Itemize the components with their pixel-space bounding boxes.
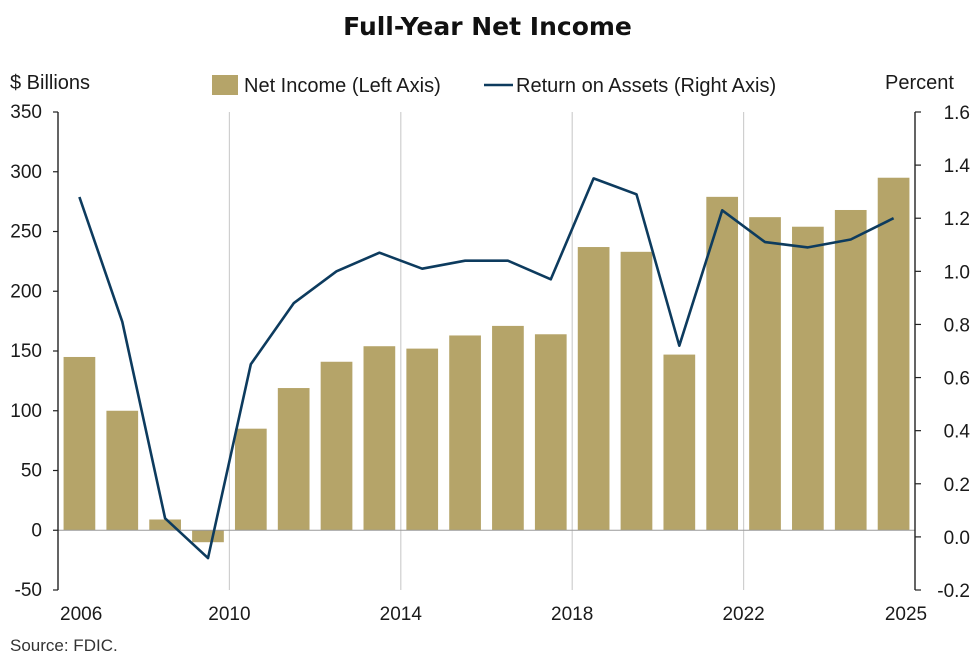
x-tick-label: 2006 <box>60 604 102 625</box>
x-tick-label: 2018 <box>551 604 593 625</box>
right-tick-label: 1.6 <box>944 103 970 124</box>
left-tick-label: 0 <box>31 520 42 541</box>
legend-label-roa: Return on Assets (Right Axis) <box>516 75 776 97</box>
net-income-bar <box>63 356 96 531</box>
net-income-bar <box>834 209 867 531</box>
right-tick-label: 1.0 <box>944 262 970 283</box>
net-income-bar <box>706 196 739 531</box>
net-income-bar <box>877 177 910 531</box>
net-income-bar <box>149 519 181 531</box>
left-tick-label: 250 <box>10 222 42 243</box>
source-note: Source: FDIC. <box>10 636 118 655</box>
left-tick-label: 200 <box>10 281 42 302</box>
net-income-bar <box>749 217 781 531</box>
left-tick-label: 50 <box>21 461 42 482</box>
right-tick-label: 0.4 <box>944 422 971 443</box>
net-income-bar <box>492 325 524 531</box>
right-tick-label: 1.2 <box>944 209 970 230</box>
roa-line <box>78 177 895 560</box>
right-tick-label: 0.0 <box>944 528 970 549</box>
chart-title: Full-Year Net Income <box>343 12 632 41</box>
x-tick-label: 2022 <box>722 604 764 625</box>
net-income-bar <box>320 361 353 531</box>
net-income-bar <box>192 530 224 543</box>
right-tick-label: 0.2 <box>944 475 970 496</box>
x-tick-label: 2025 <box>885 604 927 625</box>
right-tick-label: -0.2 <box>937 581 970 602</box>
legend-label-net-income: Net Income (Left Axis) <box>244 75 441 97</box>
x-tick-label: 2010 <box>208 604 250 625</box>
right-axis-unit-label: Percent <box>885 72 954 94</box>
left-axis-unit-label: $ Billions <box>10 72 91 94</box>
right-tick-label: 1.4 <box>944 156 971 177</box>
net-income-bar <box>234 428 267 531</box>
right-tick-label: 0.8 <box>944 315 970 336</box>
left-tick-label: -50 <box>15 580 42 601</box>
net-income-bar <box>363 346 396 531</box>
net-income-bar <box>106 410 139 531</box>
net-income-bar <box>534 334 567 531</box>
net-income-bar <box>792 226 824 531</box>
net-income-bar <box>277 388 310 531</box>
left-tick-label: 150 <box>10 341 42 362</box>
legend-swatch-net-income <box>212 75 238 95</box>
x-tick-label: 2014 <box>380 604 423 625</box>
net-income-bar <box>406 348 439 531</box>
left-tick-label: 300 <box>10 162 42 183</box>
left-tick-label: 100 <box>10 401 42 422</box>
left-tick-label: 350 <box>10 102 42 123</box>
net-income-bar <box>449 335 481 531</box>
net-income-bar <box>577 247 610 531</box>
net-income-bar <box>620 251 653 531</box>
net-income-bar <box>663 354 696 531</box>
right-tick-label: 0.6 <box>944 369 970 390</box>
